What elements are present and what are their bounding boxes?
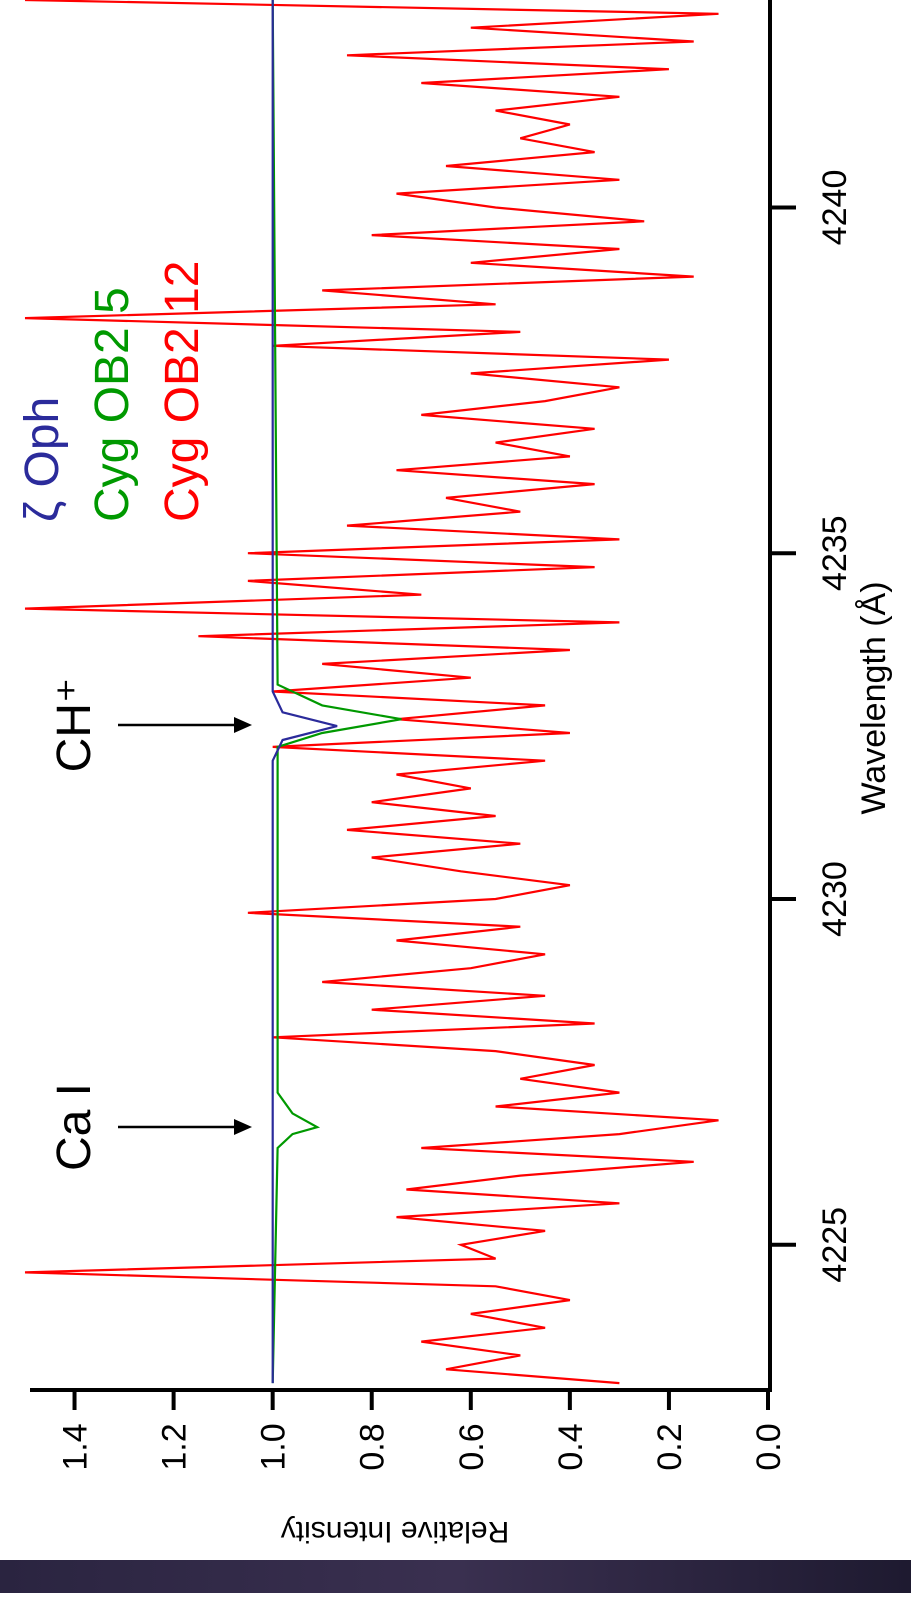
y-tick-label: 0.4: [552, 1423, 590, 1470]
y-tick-label: 1.2: [156, 1423, 194, 1470]
x-tick-label: 4235: [816, 515, 854, 591]
y-tick-label: 0.2: [651, 1423, 689, 1470]
plot-area: [24, 0, 719, 1385]
spectrum-line: [271, 0, 402, 1384]
spectrum-line: [271, 0, 338, 1384]
x-tick-label: 4240: [816, 170, 854, 246]
y-tick-label: 1.0: [255, 1423, 293, 1470]
arrow-head: [234, 717, 252, 733]
y-tick-label: 0.6: [453, 1423, 491, 1470]
x-tick-label: 4230: [816, 861, 854, 937]
y-axis-title: Relative Intensity: [281, 1515, 509, 1548]
legend-label: ζ Oph: [16, 397, 69, 522]
x-tick-label: 4225: [816, 1207, 854, 1283]
y-tick-label: 0.8: [354, 1423, 392, 1470]
annotation: CH⁺: [48, 678, 101, 773]
arrow-head: [234, 1119, 252, 1135]
y-tick-label: 0.0: [750, 1423, 788, 1470]
annotation: Ca I: [48, 1083, 101, 1171]
legend-label: Cyg OB2 12: [156, 261, 209, 522]
x-axis-title: Wavelength (Å): [855, 581, 893, 814]
background-strip: [0, 1560, 911, 1593]
legend-label: Cyg OB2 5: [86, 287, 139, 522]
axes: 0.0 0.2 0.4 0.6 0.8 1.0 1.2 1.4 4225 4230 4235 4240…: [16, 0, 893, 1548]
spectrum-line: [24, 0, 719, 1385]
y-tick-label: 1.4: [57, 1423, 95, 1470]
